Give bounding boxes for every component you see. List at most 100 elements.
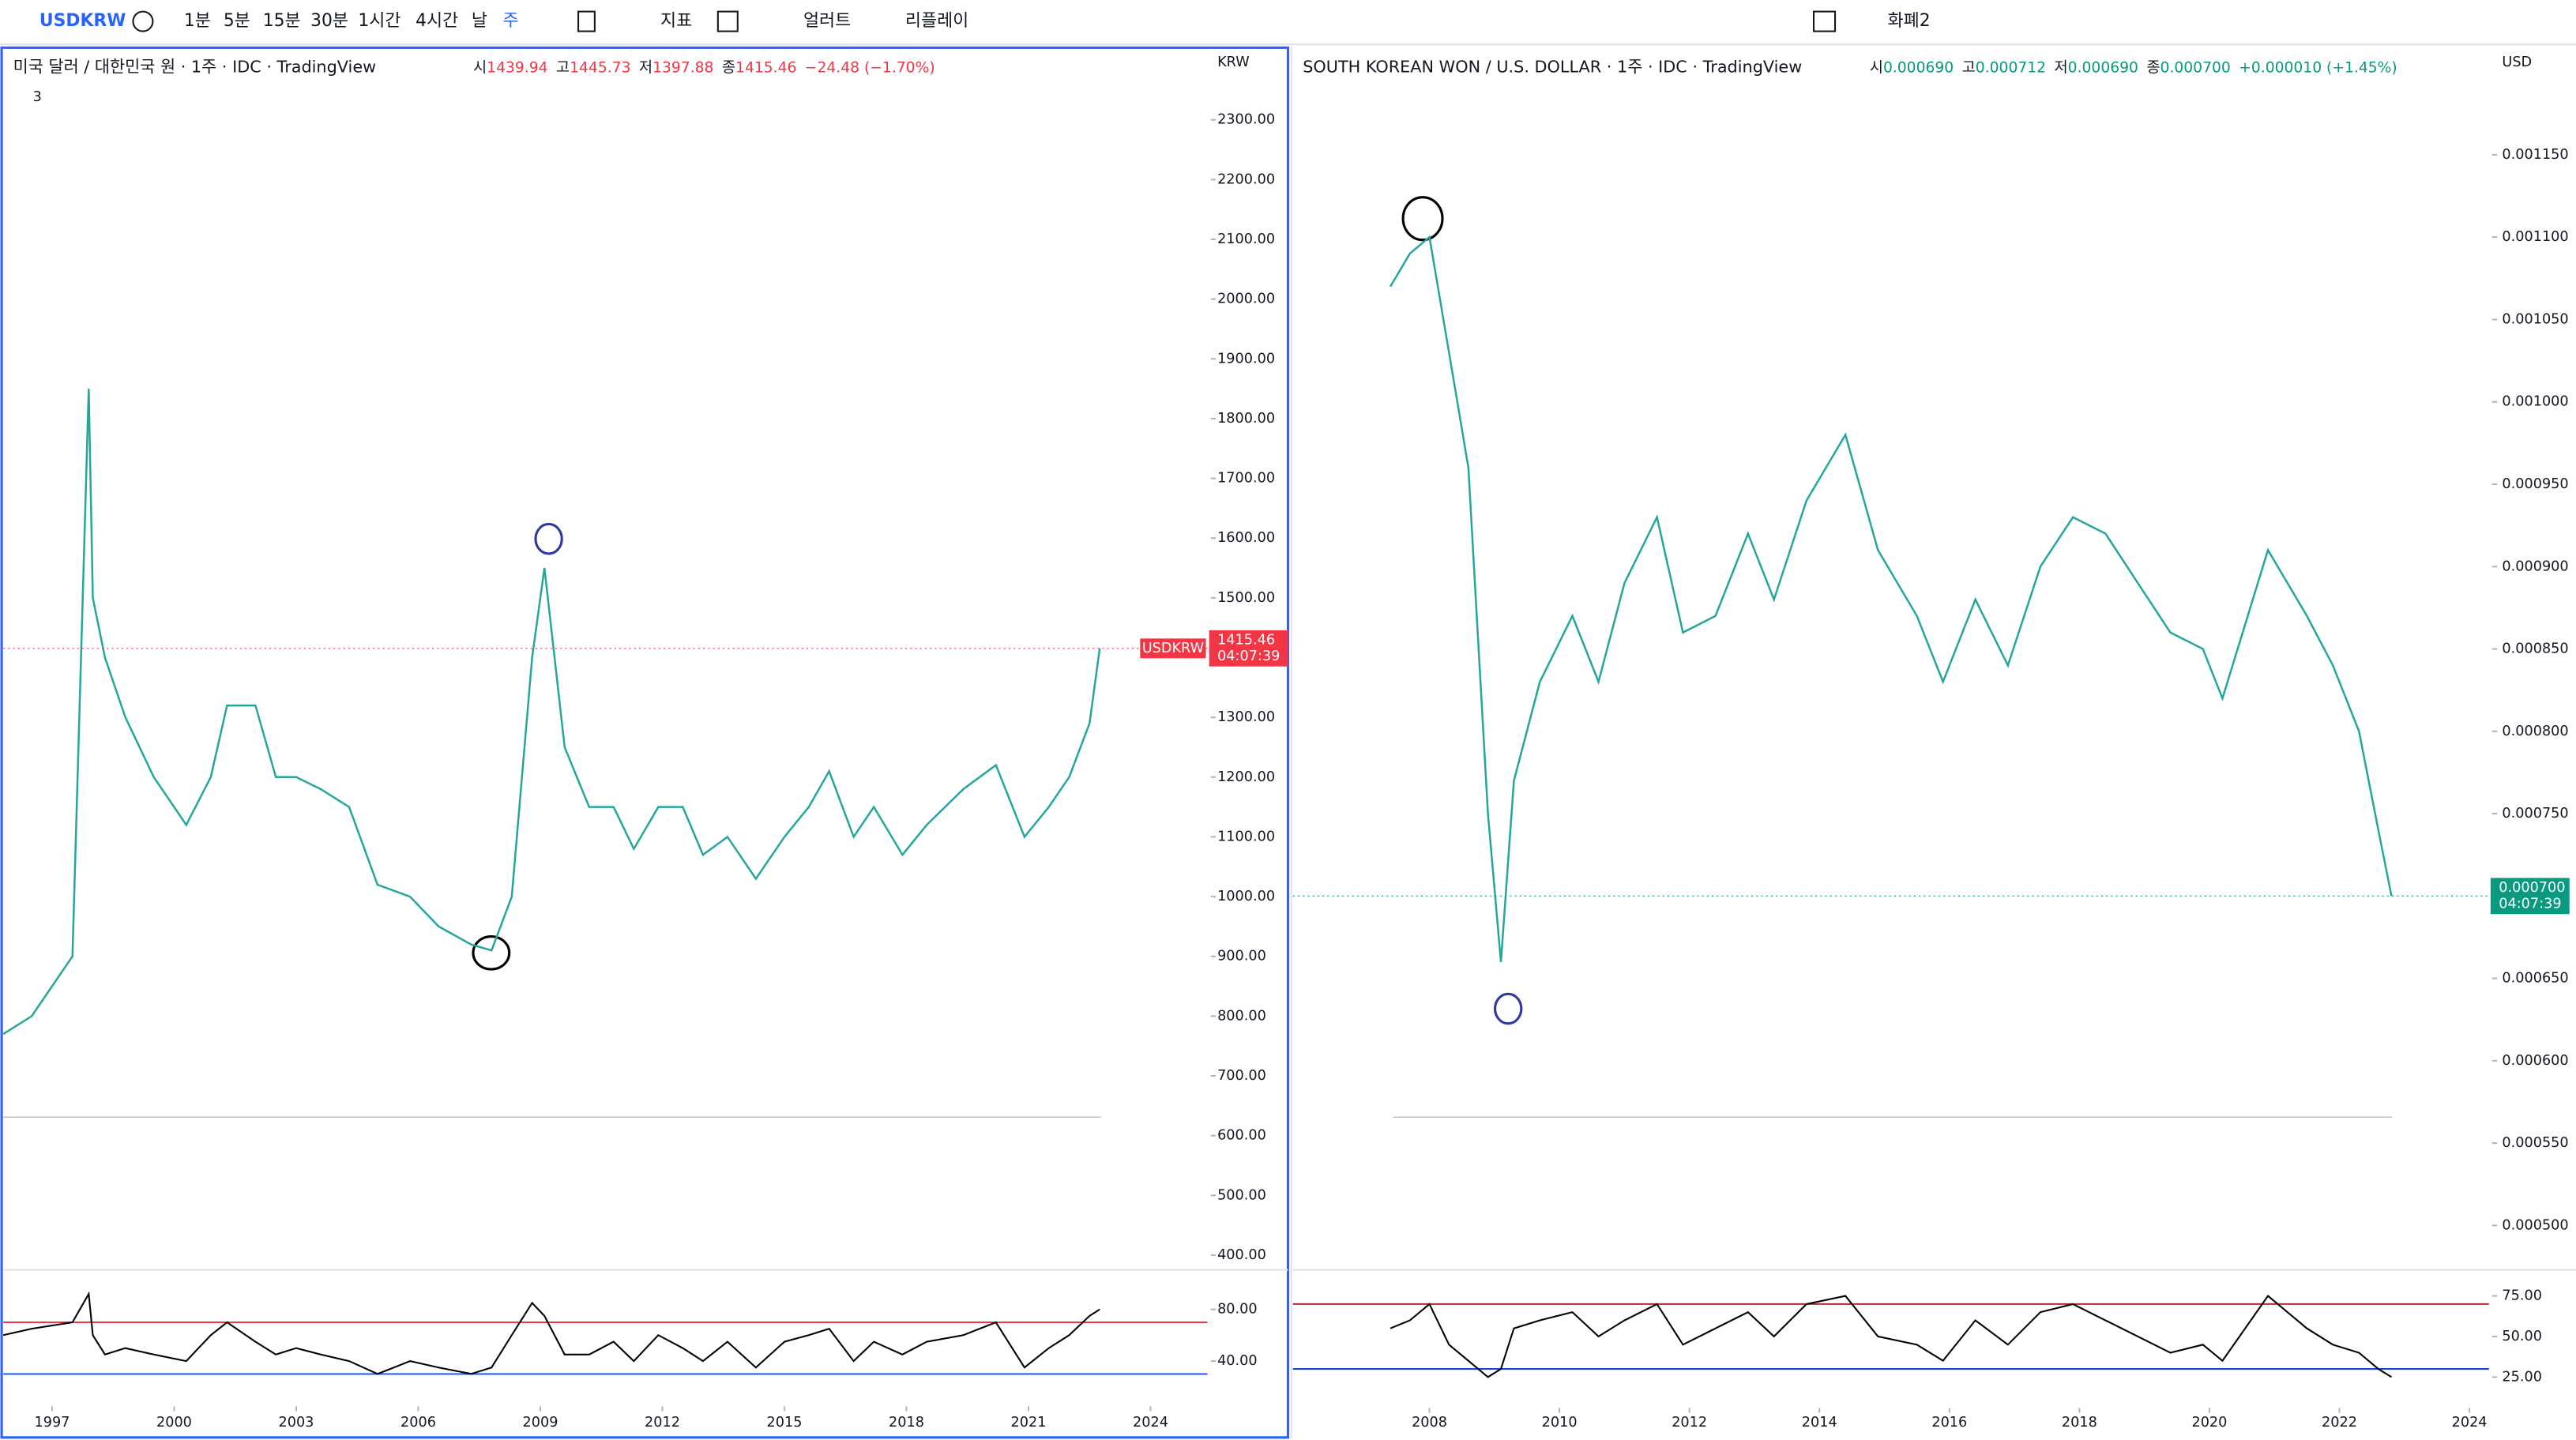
annotation-circle <box>472 934 511 971</box>
interval-active[interactable]: 주 <box>502 11 518 31</box>
interval[interactable]: 30분 <box>310 11 348 31</box>
x-tick-label: 1997 <box>34 1415 70 1431</box>
y-tick-label: 2300.00 <box>1217 112 1275 128</box>
change: −24.48 (−1.70%) <box>805 59 935 76</box>
indicator-count: 3 <box>33 89 42 105</box>
y-tick-label: 500.00 <box>1217 1187 1266 1203</box>
x-tick-label: 2003 <box>278 1415 314 1431</box>
y-tick-label: 0.001050 <box>2502 311 2568 327</box>
ohlc-legend: 시0.000690 고0.000712 저0.000690 종0.000700 +0.0… <box>1870 59 2397 76</box>
chart-title: SOUTH KOREAN WON / U.S. DOLLAR · 1주 · ID… <box>1303 57 1802 76</box>
y-tick-label: 900.00 <box>1217 949 1266 964</box>
y-tick-label: 0.000950 <box>2502 476 2568 492</box>
layout-name[interactable]: 화폐2 <box>1888 11 1931 31</box>
rsi-tick-label: 80.00 <box>1217 1302 1258 1318</box>
x-tick-label: 2008 <box>1412 1415 1447 1431</box>
interval[interactable]: 5분 <box>224 11 250 31</box>
price-line <box>1389 235 2393 962</box>
x-tick-label: 2020 <box>2191 1415 2227 1431</box>
ohlc-key: 저 <box>639 59 652 76</box>
rsi-tick-label: 75.00 <box>2502 1288 2542 1304</box>
x-tick-label: 2024 <box>2452 1415 2488 1431</box>
interval[interactable]: 1시간 <box>358 11 401 31</box>
layout-button[interactable] <box>1812 10 1837 32</box>
currency: USD <box>2502 55 2532 70</box>
change: +0.000010 (+1.45%) <box>2239 59 2397 76</box>
x-tick-label: 2014 <box>1802 1415 1837 1431</box>
price-line <box>2 389 1101 1036</box>
y-tick-label: 2100.00 <box>1217 231 1275 247</box>
symbol-tag: USDKRW <box>1142 641 1204 656</box>
y-tick-label: 0.000650 <box>2502 971 2568 987</box>
rsi-line <box>1390 1295 2392 1378</box>
rsi-tick-label: 25.00 <box>2502 1369 2542 1385</box>
y-tick-label: 1200.00 <box>1217 769 1275 785</box>
interval[interactable]: 4시간 <box>416 11 458 31</box>
y-tick-label: 1500.00 <box>1217 590 1275 606</box>
interval[interactable]: 1분 <box>184 11 211 31</box>
ohlc-key: 시 <box>473 59 487 76</box>
last-price-box <box>2490 878 2570 915</box>
annotation-circle <box>1401 196 1444 242</box>
y-tick-label: 400.00 <box>1217 1247 1266 1263</box>
ohlc-legend: 시1439.94 고1445.73 저1397.88 종1415.46 −24.48 (… <box>473 59 935 76</box>
y-tick-label: 2200.00 <box>1217 171 1275 187</box>
active-pane-border <box>0 46 1290 1439</box>
ohlc-value: 0.000712 <box>1976 59 2046 76</box>
ohlc-value: 1397.88 <box>652 59 713 76</box>
ohlc-key: 고 <box>556 59 570 76</box>
x-tick-label: 2015 <box>767 1415 803 1431</box>
y-tick-label: 600.00 <box>1217 1128 1266 1144</box>
toolbar <box>0 0 2576 45</box>
ohlc-key: 종 <box>722 59 735 76</box>
replay[interactable]: 리플레이 <box>905 11 968 31</box>
x-tick-label: 2021 <box>1011 1415 1047 1431</box>
y-tick-label: 0.000850 <box>2502 641 2568 657</box>
ohlc-value: 1415.46 <box>735 59 796 76</box>
y-tick-label: 1800.00 <box>1217 411 1275 427</box>
y-tick-label: 1900.00 <box>1217 351 1275 367</box>
ohlc-value: 0.000690 <box>2068 59 2138 76</box>
countdown: 04:07:39 <box>1217 649 1280 664</box>
ohlc-value: 1445.73 <box>570 59 630 76</box>
x-tick-label: 2018 <box>889 1415 924 1431</box>
x-tick-label: 2012 <box>1672 1415 1707 1431</box>
ohlc-value: 0.000690 <box>1883 59 1954 76</box>
y-tick-label: 0.001000 <box>2502 394 2568 410</box>
interval[interactable]: 15분 <box>263 11 301 31</box>
alert[interactable]: 얼러트 <box>803 11 851 31</box>
y-tick-label: 0.000600 <box>2502 1053 2568 1069</box>
countdown: 04:07:39 <box>2499 897 2561 912</box>
last-price-box <box>1209 630 1288 667</box>
chart-type[interactable] <box>577 10 596 32</box>
rsi-line <box>2 1291 1100 1375</box>
ohlc-key: 저 <box>2054 59 2067 76</box>
ohlc-value: 1439.94 <box>487 59 547 76</box>
symbol-tag-box <box>1140 638 1206 659</box>
x-tick-label: 2010 <box>1542 1415 1578 1431</box>
interval[interactable]: 날 <box>472 11 487 31</box>
x-tick-label: 2012 <box>645 1415 680 1431</box>
y-tick-label: 800.00 <box>1217 1008 1266 1024</box>
add-symbol[interactable] <box>132 10 154 32</box>
y-tick-label: 0.001100 <box>2502 229 2568 245</box>
y-tick-label: 0.000750 <box>2502 806 2568 822</box>
y-tick-label: 1100.00 <box>1217 829 1275 844</box>
y-tick-label: 2000.00 <box>1217 291 1275 307</box>
y-tick-label: 0.000900 <box>2502 558 2568 574</box>
chart-title: 미국 달러 / 대한민국 원 · 1주 · IDC · TradingView <box>13 57 377 76</box>
y-tick-label: 0.000550 <box>2502 1135 2568 1151</box>
y-tick-label: 0.001150 <box>2502 147 2568 163</box>
currency: KRW <box>1217 55 1250 70</box>
x-tick-label: 2006 <box>401 1415 436 1431</box>
rsi-tick-label: 40.00 <box>1217 1353 1258 1369</box>
y-tick-label: 1000.00 <box>1217 889 1275 904</box>
last-price-label: 0.000700 <box>2499 880 2565 896</box>
templates[interactable] <box>716 10 739 32</box>
indicators[interactable]: 지표 <box>660 11 692 31</box>
y-tick-label: 1600.00 <box>1217 530 1275 546</box>
y-tick-label: 0.000800 <box>2502 724 2568 739</box>
y-tick-label: 1700.00 <box>1217 471 1275 487</box>
symbol[interactable]: USDKRW <box>39 11 126 31</box>
